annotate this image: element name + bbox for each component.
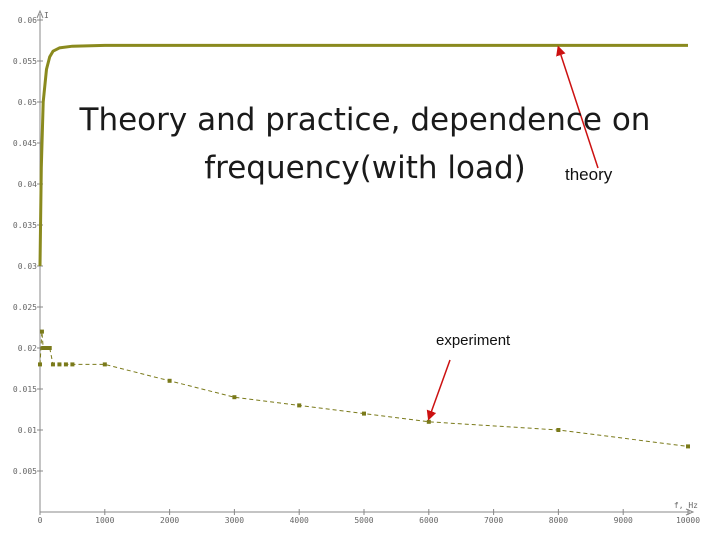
y-tick-label: 0.01 <box>18 426 37 435</box>
data-point-experiment <box>232 395 237 400</box>
data-point-experiment <box>44 346 49 350</box>
data-point-experiment <box>70 362 75 367</box>
y-tick-label: 0.04 <box>18 180 37 189</box>
x-tick-label: 9000 <box>614 516 633 525</box>
data-point-experiment <box>426 419 431 424</box>
x-axis-label: f, Hz <box>674 501 698 510</box>
data-point-experiment <box>39 329 44 334</box>
x-tick-label: 1000 <box>95 516 114 525</box>
y-tick-label: 0.03 <box>18 262 37 271</box>
y-tick-label: 0.005 <box>13 467 37 476</box>
arrow-experiment <box>426 359 451 421</box>
data-point-experiment <box>167 378 172 383</box>
series-layer <box>38 43 690 449</box>
y-tick-label: 0.05 <box>18 98 37 107</box>
arrow-theory <box>556 45 599 169</box>
x-tick-label: 5000 <box>354 516 373 525</box>
x-tick-label: 10000 <box>676 516 700 525</box>
y-tick-label: 0.035 <box>13 221 37 230</box>
data-point-experiment <box>63 362 68 367</box>
chart-title-line-2: frequency(with load) <box>204 150 526 186</box>
x-tick-label: 3000 <box>225 516 244 525</box>
y-tick-label: 0.055 <box>13 57 37 66</box>
data-point-experiment <box>556 428 561 432</box>
y-tick-label: 0.045 <box>13 139 37 148</box>
data-point-experiment <box>38 362 42 367</box>
data-point-experiment <box>102 362 107 367</box>
y-axis-label: I <box>44 11 49 20</box>
y-axis-arrow <box>36 9 44 19</box>
series-line-experiment <box>39 331 689 447</box>
data-point-experiment <box>686 444 690 449</box>
x-tick-label: 8000 <box>549 516 568 525</box>
data-point-experiment <box>297 403 302 408</box>
x-tick-label: 2000 <box>160 516 179 525</box>
axes: 0.005 0.01 0.015 0.02 0.025 0.03 0.035 0.04 0.04… <box>13 9 700 525</box>
data-point-experiment <box>47 346 52 350</box>
y-tick-label: 0.025 <box>13 303 37 312</box>
chart-title: Theory and practice, dependence on frequ… <box>30 96 700 192</box>
y-tick-label: 0.02 <box>18 344 37 353</box>
series-line-theory <box>38 43 688 267</box>
x-tick-label: 0 <box>38 516 43 525</box>
arrow-layer <box>426 45 599 421</box>
data-point-experiment <box>50 362 55 367</box>
x-tick-label: 7000 <box>484 516 503 525</box>
data-point-experiment <box>41 346 46 350</box>
data-point-experiment <box>362 411 366 416</box>
y-tick-label: 0.06 <box>18 16 37 25</box>
chart-title-line-1: Theory and practice, dependence on <box>79 102 651 138</box>
data-point-experiment <box>57 362 62 367</box>
annotation-experiment: experiment <box>436 332 511 349</box>
x-tick-label: 6000 <box>419 516 438 525</box>
x-tick-label: 4000 <box>290 516 309 525</box>
annotation-theory: theory <box>565 165 613 184</box>
y-tick-label: 0.015 <box>13 385 37 394</box>
